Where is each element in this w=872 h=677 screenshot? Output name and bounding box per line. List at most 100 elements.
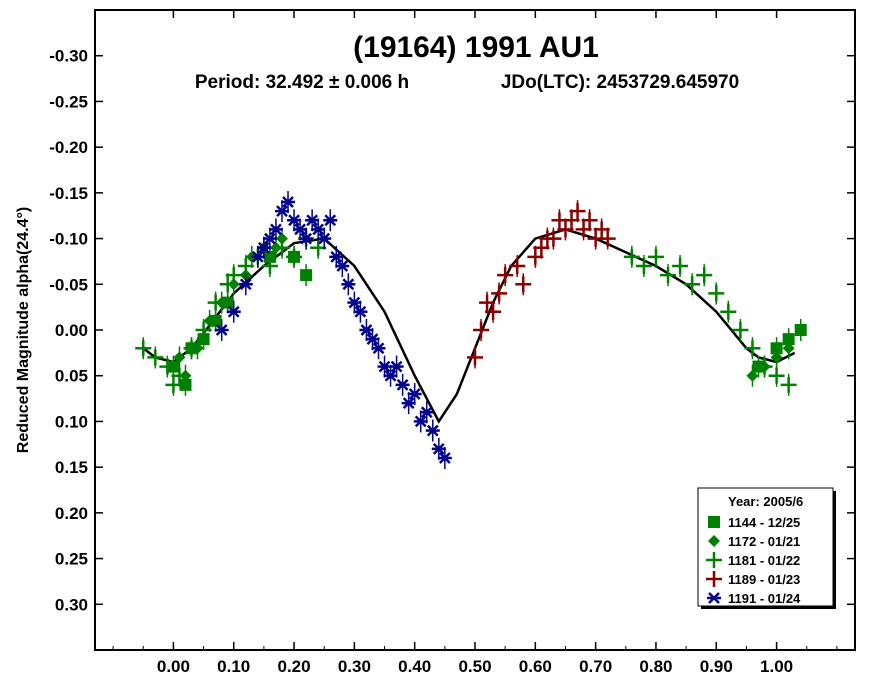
- data-point: [623, 248, 640, 265]
- data-point: [317, 232, 332, 245]
- legend-marker: [708, 516, 720, 528]
- data-point: [341, 278, 356, 291]
- data-point: [425, 424, 440, 437]
- y-tick-label: -0.05: [49, 275, 88, 294]
- data-point: [431, 442, 446, 455]
- legend-entry-label: 1144 - 12/25: [728, 515, 800, 530]
- x-tick-label: 1.00: [760, 657, 793, 676]
- x-tick-label: 0.00: [157, 657, 190, 676]
- epoch-label: JDo(LTC): 2453729.645970: [501, 72, 739, 93]
- data-point: [413, 415, 428, 428]
- data-point: [684, 276, 701, 293]
- legend-title: Year: 2005/6: [728, 494, 803, 509]
- data-point: [209, 314, 222, 327]
- plot-frame: [94, 9, 856, 651]
- data-point: [273, 239, 290, 256]
- data-point: [744, 340, 761, 357]
- data-point: [359, 324, 374, 336]
- y-tick-label: 0.10: [55, 412, 88, 431]
- data-point: [262, 232, 277, 245]
- data-point: [491, 285, 508, 302]
- data-point: [311, 223, 326, 236]
- x-tick-label: 0.60: [519, 657, 552, 676]
- data-point: [497, 267, 514, 284]
- legend-marker: [708, 535, 720, 547]
- data-point: [214, 324, 229, 336]
- legend-entry-label: 1181 - 01/22: [728, 553, 800, 568]
- data-point: [237, 258, 254, 274]
- data-point: [250, 250, 265, 263]
- y-tick-label: 0.20: [55, 504, 88, 523]
- x-tick-label: 0.40: [398, 657, 431, 676]
- data-point: [203, 314, 216, 327]
- legend-marker: [707, 592, 721, 604]
- legend-entry-label: 1172 - 01/21: [728, 534, 800, 549]
- data-point: [780, 376, 797, 393]
- data-point: [300, 269, 313, 282]
- x-tick-label: 0.50: [458, 657, 491, 676]
- data-point: [261, 258, 278, 274]
- data-point: [473, 322, 490, 338]
- y-tick-label: -0.20: [49, 138, 88, 157]
- data-point: [173, 351, 186, 364]
- data-point: [581, 212, 598, 229]
- data-point: [794, 324, 807, 336]
- data-point: [485, 303, 502, 320]
- y-tick-label: 0.15: [55, 458, 88, 477]
- data-point: [353, 305, 368, 318]
- legend: Year: 2005/6 1144 - 12/25 1172 - 01/21 118…: [697, 487, 836, 609]
- legend-marker: [706, 571, 722, 587]
- y-tick-label: 0.05: [55, 367, 88, 386]
- legend-entry-label: 1189 - 01/23: [728, 572, 800, 587]
- data-point: [756, 358, 773, 375]
- data-point: [647, 248, 664, 265]
- data-point: [782, 342, 795, 355]
- data-point: [268, 223, 283, 236]
- y-tick-label: -0.15: [49, 184, 88, 203]
- data-point: [732, 322, 749, 338]
- data-point: [635, 258, 652, 274]
- data-point: [329, 250, 344, 263]
- data-point: [225, 267, 242, 284]
- data-point: [545, 230, 562, 247]
- legend-marker: [706, 552, 722, 568]
- data-point: [377, 360, 392, 373]
- legend-entry-label: 1191 - 01/24: [728, 591, 801, 606]
- data-point: [708, 285, 725, 302]
- period-label: Period: 32.492 ± 0.006 h: [195, 72, 409, 93]
- data-point: [347, 296, 362, 309]
- x-tick-label: 0.10: [217, 657, 250, 676]
- data-point: [183, 340, 200, 357]
- data-point: [672, 258, 689, 274]
- data-point: [238, 278, 253, 291]
- data-point: [305, 214, 320, 227]
- data-point: [720, 303, 737, 320]
- data-point: [147, 349, 164, 366]
- data-point: [395, 378, 410, 391]
- x-tick-label: 0.90: [700, 657, 733, 676]
- data-point: [171, 367, 188, 384]
- x-tick-label: 0.80: [639, 657, 672, 676]
- data-point: [365, 333, 380, 346]
- data-point: [437, 452, 452, 464]
- y-tick-label: -0.25: [49, 92, 88, 111]
- data-point: [323, 214, 338, 227]
- data-point: [467, 349, 483, 366]
- data-point: [274, 205, 289, 218]
- data-point: [159, 358, 176, 375]
- data-point: [419, 406, 434, 419]
- data-point: [335, 260, 350, 272]
- data-point: [696, 267, 713, 284]
- y-axis-label: Reduced Magnitude alpha(24.4°): [15, 207, 32, 453]
- data-point: [401, 397, 416, 410]
- fit-curve: [142, 228, 796, 424]
- y-tick-label: -0.30: [49, 47, 88, 66]
- data-point: [389, 360, 404, 373]
- y-tick-label: 0.30: [55, 595, 88, 614]
- data-point: [509, 258, 526, 274]
- data-point: [256, 241, 271, 254]
- data-point: [293, 223, 308, 236]
- y-tick-label: -0.10: [49, 230, 88, 249]
- data-point: [599, 230, 616, 247]
